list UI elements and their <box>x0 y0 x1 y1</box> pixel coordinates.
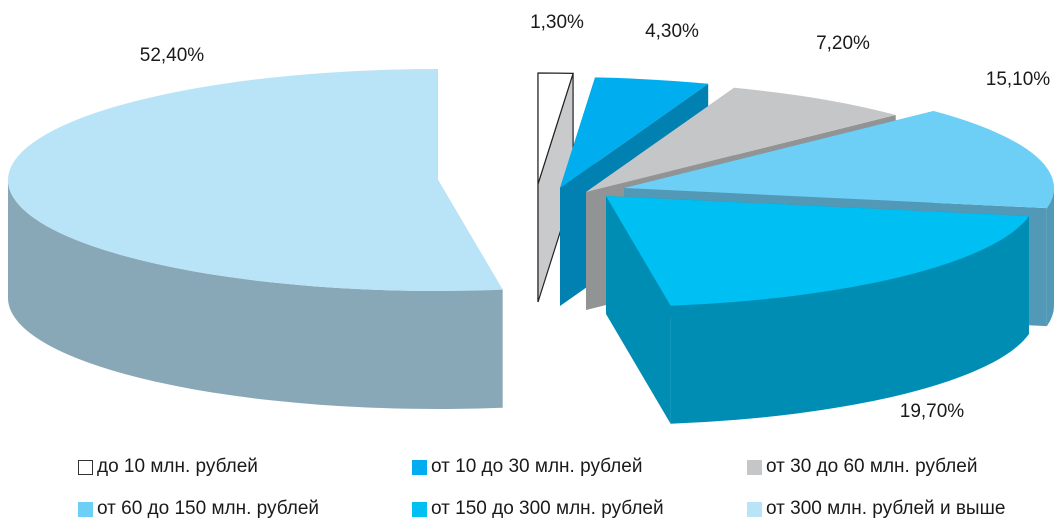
legend-swatch <box>747 459 762 475</box>
legend-swatch <box>78 501 93 517</box>
pie-slice <box>537 72 574 185</box>
legend-swatch <box>412 501 427 517</box>
legend-label: от 10 до 30 млн. рублей <box>431 456 643 477</box>
pie-slice-wall <box>8 180 503 409</box>
legend-label: от 30 до 60 млн. рублей <box>766 456 978 477</box>
slice-data-label: 15,10% <box>986 69 1051 90</box>
legend-label: от 60 до 150 млн. рублей <box>97 498 320 519</box>
pie-slice-wall <box>1046 188 1054 327</box>
pie-slice <box>560 77 709 188</box>
pie-slice <box>624 111 1054 209</box>
legend-label: от 300 млн. рублей и выше <box>766 498 1006 519</box>
legend-swatch <box>412 459 427 475</box>
legend-label: до 10 млн. рублей <box>97 456 258 477</box>
pie-slice-group <box>606 196 1029 424</box>
legend-label: от 150 до 300 млн. рублей <box>431 498 664 519</box>
legend-item: от 300 млн. рублей и выше <box>747 497 1005 521</box>
legend-item: до 10 млн. рублей <box>78 455 258 479</box>
legend-item: от 30 до 60 млн. рублей <box>747 455 977 479</box>
slice-data-label: 52,40% <box>140 45 205 66</box>
legend-item: от 150 до 300 млн. рублей <box>412 497 664 521</box>
slice-data-label: 1,30% <box>530 12 584 33</box>
legend-swatch <box>747 501 762 517</box>
slice-data-label: 7,20% <box>816 33 870 54</box>
pie-slice-group <box>8 69 503 409</box>
legend-swatch <box>78 459 93 475</box>
pie-slice-wall <box>670 216 1029 424</box>
slice-data-label: 19,70% <box>900 401 965 422</box>
pie-slice <box>8 69 503 291</box>
legend-item: от 10 до 30 млн. рублей <box>412 455 642 479</box>
slice-data-label: 4,30% <box>645 21 699 42</box>
pie-slice-group <box>537 72 574 303</box>
pie-slice <box>586 87 896 192</box>
pie-slice <box>606 196 1029 306</box>
legend-item: от 60 до 150 млн. рублей <box>78 497 319 521</box>
pie-slice-side <box>606 196 671 424</box>
legend: до 10 млн. рублей от 10 до 30 млн. рубле… <box>78 450 1048 526</box>
